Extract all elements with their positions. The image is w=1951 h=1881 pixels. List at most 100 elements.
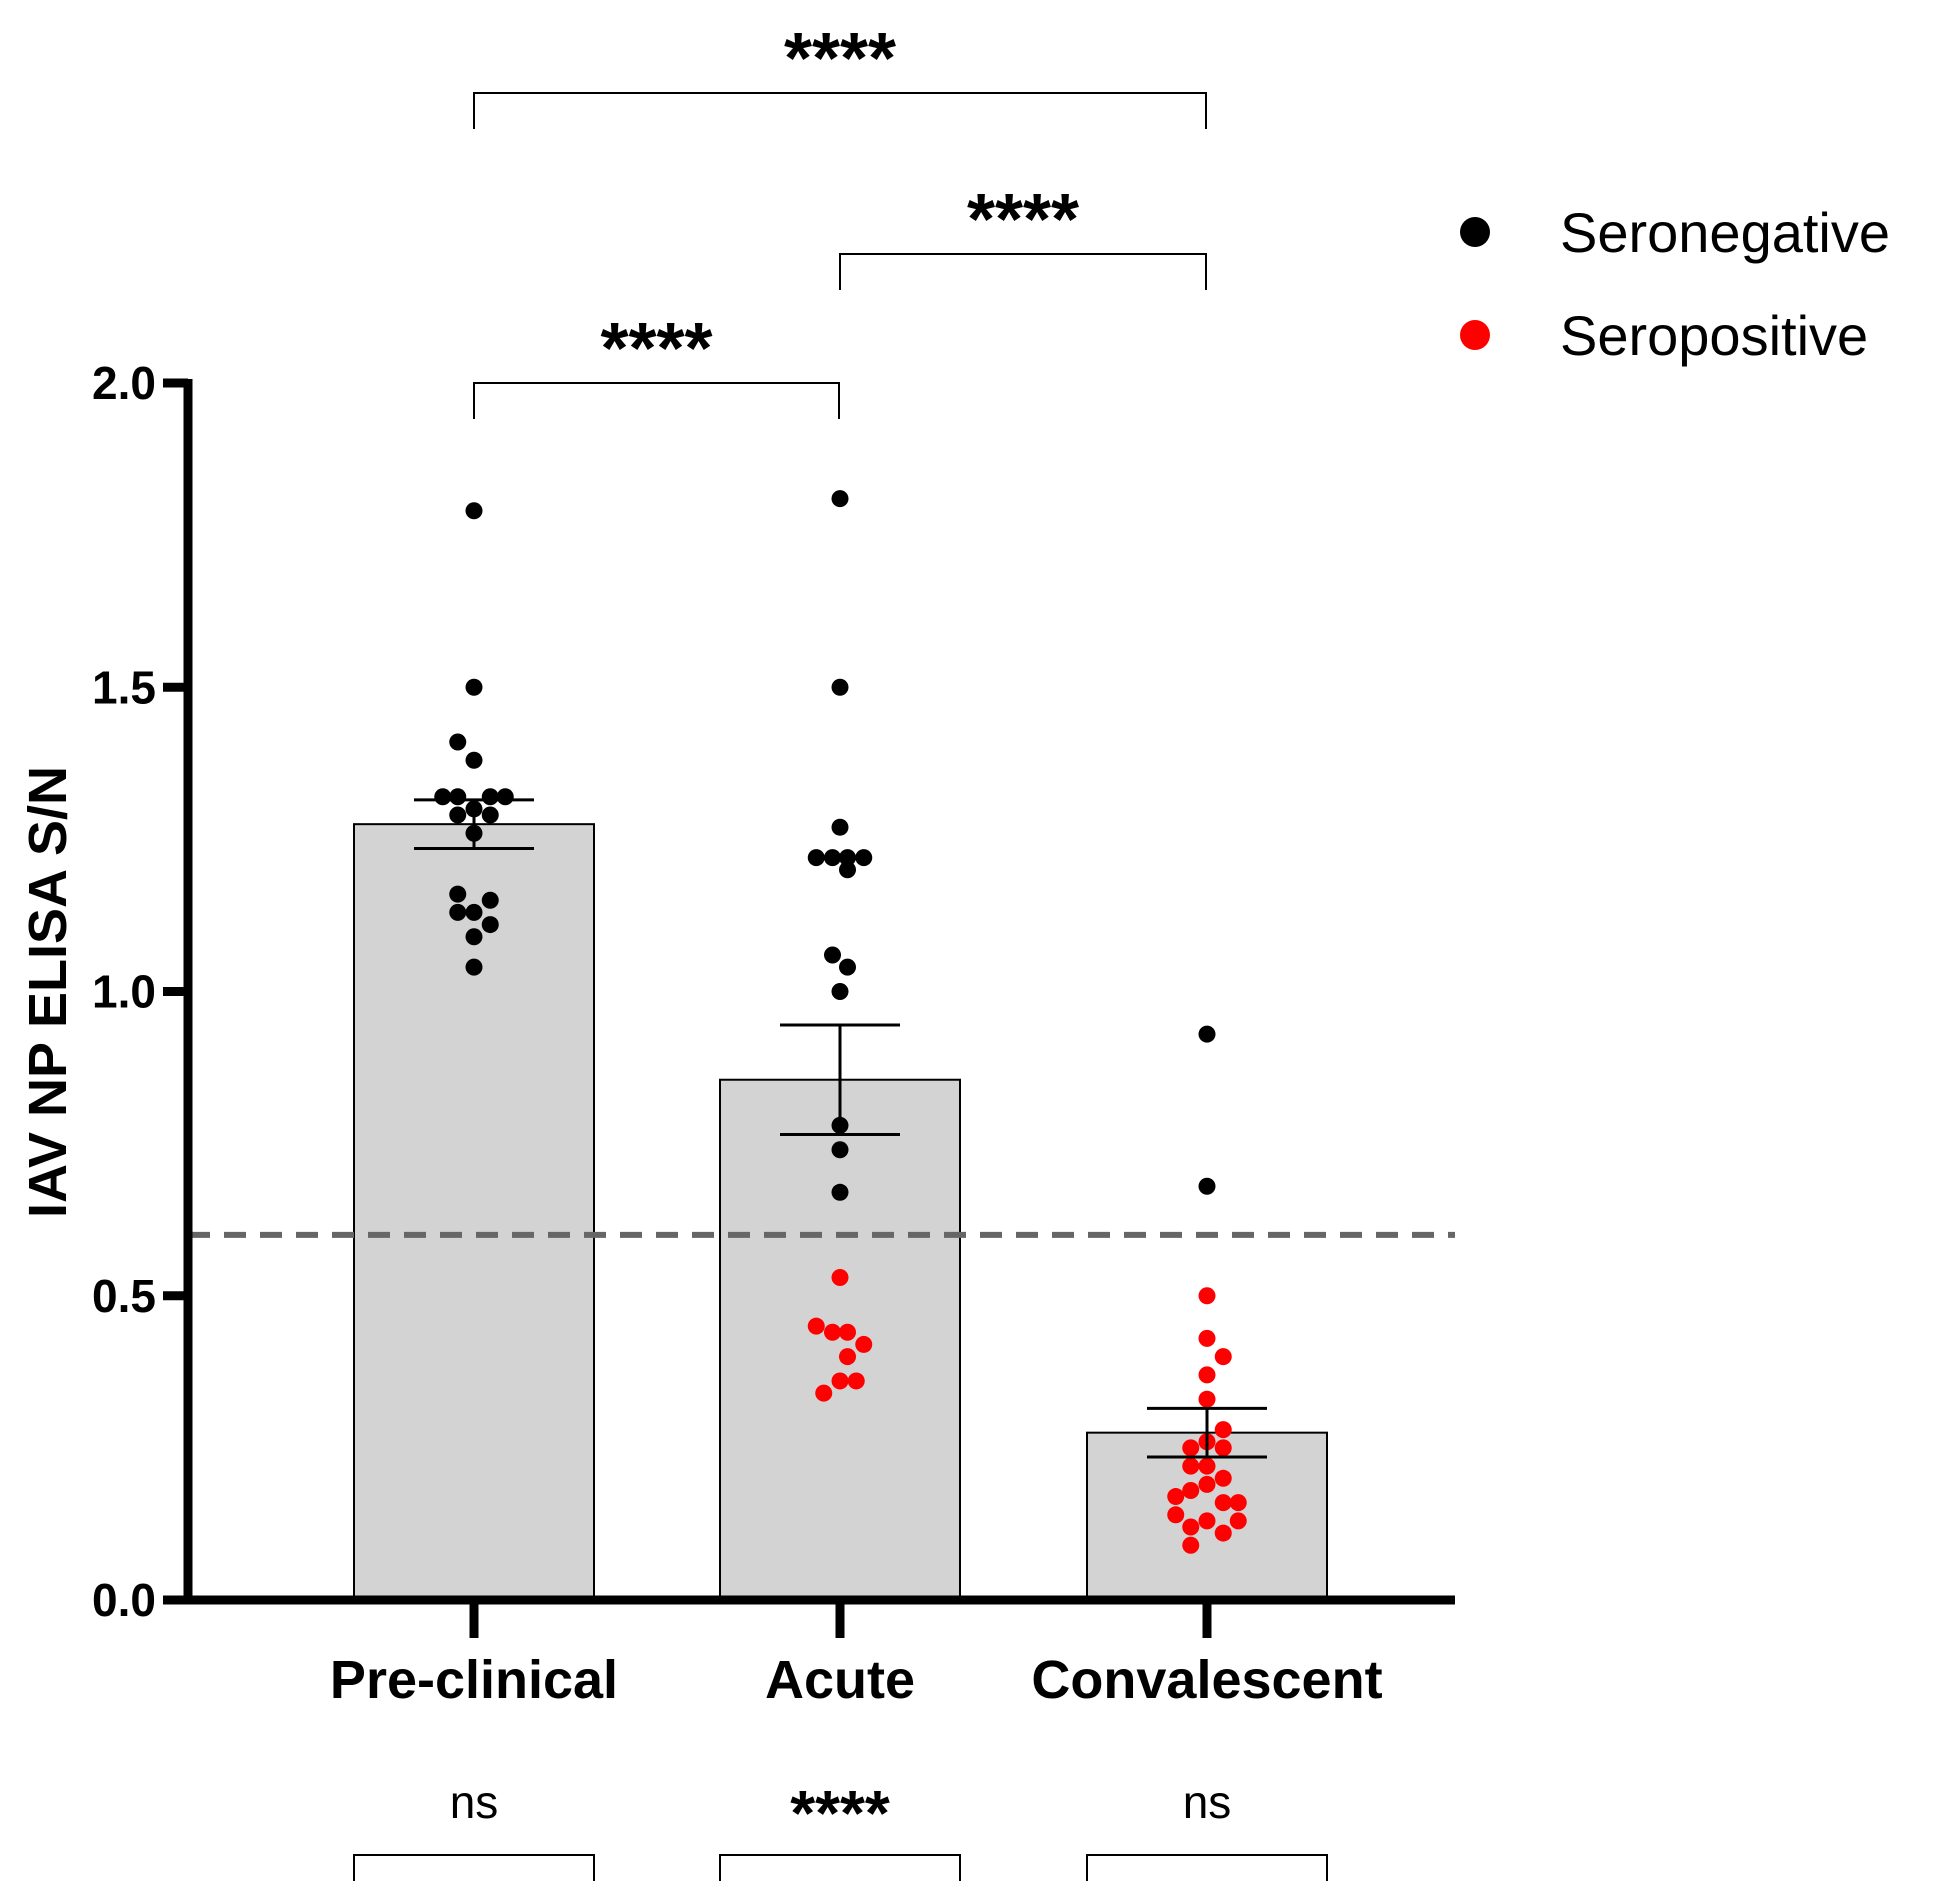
bottom-annotations: ns **** ns bbox=[353, 1776, 1328, 1881]
data-point bbox=[465, 751, 483, 769]
data-point bbox=[839, 958, 856, 976]
data-point bbox=[449, 903, 467, 921]
data-point bbox=[831, 983, 849, 1000]
legend: Seronegative Seropositive bbox=[1460, 201, 1890, 367]
data-point bbox=[847, 1372, 865, 1390]
y-ticks-layer: 0.0 0.5 1.0 1.5 2.0 bbox=[92, 357, 188, 1626]
comparison-bracket: **** bbox=[839, 180, 1207, 290]
bracket-line bbox=[839, 253, 1207, 290]
data-point bbox=[839, 861, 856, 879]
error-bar-acute bbox=[780, 1023, 900, 1136]
data-point bbox=[1198, 1329, 1216, 1347]
legend-marker bbox=[1460, 320, 1490, 350]
bottom-annotation-label: ns bbox=[450, 1776, 499, 1828]
x-tick-label: Acute bbox=[765, 1650, 915, 1710]
data-point bbox=[465, 502, 483, 520]
data-point bbox=[465, 678, 483, 696]
data-point bbox=[831, 678, 849, 696]
y-axis-label: IAV NP ELISA S/N bbox=[18, 766, 78, 1218]
data-point bbox=[1182, 1457, 1200, 1475]
data-point bbox=[824, 946, 841, 964]
significance-label: **** bbox=[600, 309, 712, 389]
data-point bbox=[1198, 1025, 1216, 1043]
data-point bbox=[449, 885, 467, 903]
data-point bbox=[465, 928, 483, 946]
legend-item: Seropositive bbox=[1460, 304, 1868, 367]
data-point bbox=[839, 849, 856, 867]
data-point bbox=[807, 849, 825, 867]
data-point bbox=[1167, 1488, 1185, 1506]
bars-layer bbox=[353, 823, 1328, 1602]
data-point bbox=[855, 1335, 873, 1353]
data-point bbox=[465, 903, 483, 921]
y-tick-label: 1.0 bbox=[92, 966, 156, 1018]
data-point bbox=[831, 1268, 849, 1286]
data-point bbox=[481, 788, 499, 806]
x-tick-label: Convalescent bbox=[1031, 1650, 1382, 1710]
data-point bbox=[839, 1323, 856, 1341]
x-ticks-layer: Pre-clinical Acute Convalescent bbox=[330, 1600, 1383, 1710]
bottom-bracket-line bbox=[719, 1854, 961, 1881]
data-point bbox=[481, 916, 499, 934]
data-point bbox=[449, 788, 467, 806]
y-tick-label: 0.5 bbox=[92, 1270, 156, 1322]
comparison-bracket: **** bbox=[473, 19, 1207, 129]
data-point bbox=[1198, 1177, 1216, 1195]
data-point bbox=[1214, 1439, 1232, 1457]
legend-label: Seronegative bbox=[1560, 201, 1890, 264]
error-bar-pre-clinical bbox=[414, 798, 534, 851]
data-point bbox=[1214, 1421, 1232, 1439]
data-point bbox=[1167, 1506, 1185, 1524]
data-point bbox=[481, 891, 499, 909]
data-point bbox=[1214, 1469, 1232, 1487]
data-point bbox=[481, 806, 499, 824]
data-point bbox=[449, 733, 467, 751]
significance-label: **** bbox=[784, 19, 896, 99]
data-point bbox=[831, 818, 849, 836]
data-point bbox=[831, 490, 849, 508]
bar-acute bbox=[719, 1078, 961, 1602]
points-layer bbox=[434, 490, 1247, 1554]
y-tick-label: 2.0 bbox=[92, 357, 156, 409]
bottom-bracket-line bbox=[1086, 1854, 1328, 1881]
bar-pre-clinical bbox=[353, 823, 595, 1601]
data-point bbox=[815, 1384, 833, 1402]
data-point bbox=[1182, 1518, 1200, 1536]
data-point bbox=[465, 958, 483, 976]
data-point bbox=[1198, 1390, 1216, 1408]
bottom-bracket-line bbox=[353, 1854, 595, 1881]
data-point bbox=[1229, 1512, 1247, 1530]
error-bars-layer bbox=[414, 798, 1267, 1459]
data-point bbox=[831, 1183, 849, 1201]
legend-item: Seronegative bbox=[1460, 201, 1890, 264]
data-point bbox=[1198, 1287, 1216, 1305]
error-bar-convalescent bbox=[1147, 1406, 1267, 1459]
bottom-annotation: **** bbox=[719, 1777, 961, 1881]
data-point bbox=[1198, 1366, 1216, 1384]
data-point bbox=[449, 806, 467, 824]
data-point bbox=[1214, 1348, 1232, 1366]
data-point bbox=[1198, 1475, 1216, 1493]
data-point bbox=[839, 1348, 856, 1366]
data-point bbox=[1229, 1494, 1247, 1512]
comparison-bracket: **** bbox=[473, 309, 840, 419]
significance-label: **** bbox=[967, 180, 1079, 260]
data-point bbox=[1214, 1494, 1232, 1512]
y-tick-label: 0.0 bbox=[92, 1574, 156, 1626]
x-tick-label: Pre-clinical bbox=[330, 1650, 618, 1710]
data-point bbox=[1182, 1536, 1200, 1554]
legend-label: Seropositive bbox=[1560, 304, 1868, 367]
significance-brackets: **** **** **** bbox=[473, 19, 1207, 419]
data-point bbox=[807, 1317, 825, 1335]
data-point bbox=[855, 849, 873, 867]
bracket-line bbox=[473, 382, 840, 419]
data-point bbox=[1182, 1481, 1200, 1499]
data-point bbox=[1182, 1439, 1200, 1457]
data-point bbox=[496, 788, 514, 806]
data-point bbox=[434, 788, 452, 806]
bottom-annotation-label: **** bbox=[790, 1777, 890, 1849]
data-point bbox=[824, 849, 841, 867]
bottom-annotation: ns bbox=[353, 1776, 595, 1881]
data-point bbox=[1198, 1512, 1216, 1530]
